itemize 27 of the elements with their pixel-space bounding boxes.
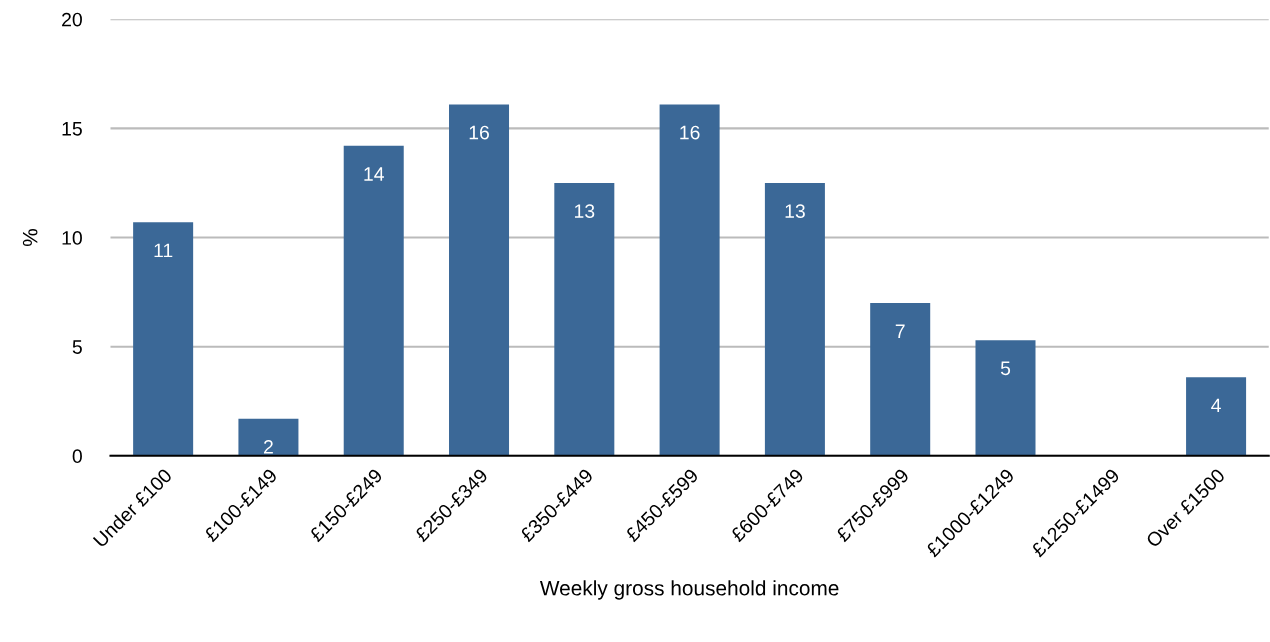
y-axis-title: % [22, 229, 38, 247]
bar [449, 104, 510, 456]
bar [238, 418, 299, 456]
data-label: 16 [680, 125, 700, 140]
bar [975, 340, 1036, 456]
bar [554, 182, 615, 456]
y-tick-label: 5 [72, 340, 82, 354]
data-label: 13 [785, 204, 805, 219]
data-label: 13 [574, 204, 595, 219]
data-label: 7 [895, 324, 905, 338]
data-label: 14 [364, 167, 384, 181]
bar [133, 222, 194, 456]
data-label: 16 [469, 125, 489, 140]
data-label: 2 [264, 439, 273, 454]
data-label: 5 [1000, 361, 1011, 376]
data-label: 4 [1211, 398, 1221, 413]
x-axis-title: Weekly gross household income [539, 580, 839, 600]
y-tick-label: 0 [72, 449, 82, 464]
bar [870, 303, 931, 456]
y-tick-label: 15 [62, 122, 82, 136]
bar [1186, 377, 1247, 456]
y-tick-label: 20 [62, 12, 82, 27]
bar [343, 145, 404, 456]
bar [659, 104, 720, 456]
data-label: 11 [154, 243, 173, 258]
y-tick-label: 10 [62, 231, 82, 245]
bar [764, 182, 825, 456]
